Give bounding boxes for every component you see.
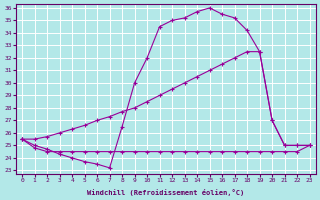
X-axis label: Windchill (Refroidissement éolien,°C): Windchill (Refroidissement éolien,°C): [87, 189, 244, 196]
